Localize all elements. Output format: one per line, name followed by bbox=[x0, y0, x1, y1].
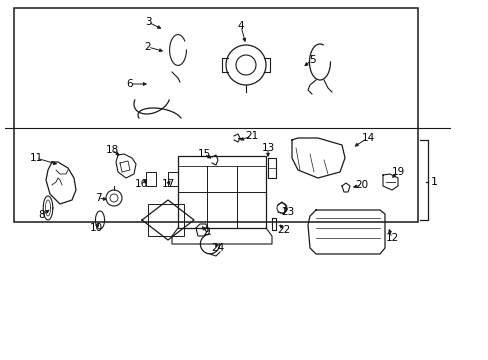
Bar bbox=[148, 204, 183, 236]
Text: 15: 15 bbox=[197, 149, 210, 159]
Text: 8: 8 bbox=[39, 210, 45, 220]
Text: 23: 23 bbox=[281, 207, 294, 217]
Text: 5: 5 bbox=[308, 55, 315, 65]
Text: 18: 18 bbox=[105, 145, 119, 155]
Text: 4: 4 bbox=[237, 21, 244, 31]
Text: 21: 21 bbox=[245, 131, 258, 141]
Text: 13: 13 bbox=[261, 143, 274, 153]
Bar bbox=[178, 156, 265, 228]
Text: 1: 1 bbox=[429, 177, 437, 187]
Text: 19: 19 bbox=[390, 167, 404, 177]
Text: 6: 6 bbox=[126, 79, 133, 89]
Text: 12: 12 bbox=[385, 233, 398, 243]
Bar bbox=[146, 172, 156, 186]
Text: 3: 3 bbox=[144, 17, 151, 27]
Text: 17: 17 bbox=[161, 179, 174, 189]
Text: 7: 7 bbox=[95, 193, 101, 203]
Text: 2: 2 bbox=[144, 42, 151, 52]
Bar bbox=[168, 172, 178, 186]
Text: 14: 14 bbox=[361, 133, 374, 143]
Text: 10: 10 bbox=[89, 223, 102, 233]
Text: 20: 20 bbox=[355, 180, 368, 190]
Text: 24: 24 bbox=[211, 243, 224, 253]
Text: 11: 11 bbox=[29, 153, 42, 163]
Bar bbox=[14, 8, 417, 222]
Text: 9: 9 bbox=[203, 227, 210, 237]
Text: 16: 16 bbox=[134, 179, 147, 189]
Text: 22: 22 bbox=[277, 225, 290, 235]
